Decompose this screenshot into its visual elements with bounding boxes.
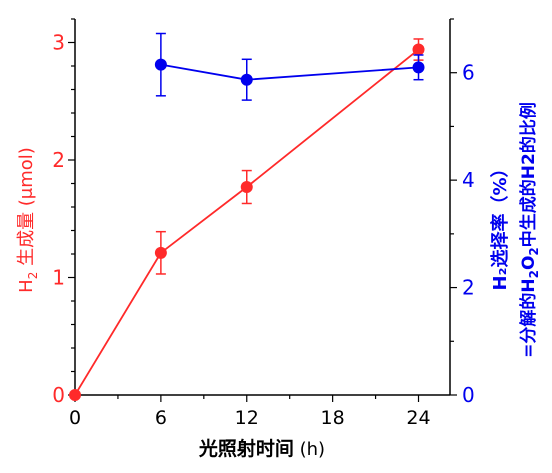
data-point bbox=[240, 181, 253, 194]
right-tick-label: 4 bbox=[462, 168, 475, 192]
series bbox=[69, 32, 425, 401]
axes bbox=[74, 19, 451, 396]
x-tick-label: 24 bbox=[406, 407, 430, 429]
left-tick-label: 2 bbox=[52, 148, 65, 172]
axis-labels: 光照射时间 (h) H2 生成量 (μmol) H₂选择率（%） =分解的H2O2中生… bbox=[16, 102, 541, 460]
left-tick-label: 1 bbox=[52, 266, 65, 290]
right-tick-label: 2 bbox=[462, 276, 475, 300]
x-tick-label: 6 bbox=[155, 407, 167, 429]
x-tick-label: 0 bbox=[69, 407, 81, 429]
data-point bbox=[412, 43, 425, 56]
right-axis-label-line2: =分解的H2O2中生成的H2的比例 bbox=[518, 102, 541, 358]
data-point bbox=[69, 389, 81, 401]
data-point bbox=[154, 246, 167, 259]
x-tick-label: 12 bbox=[235, 407, 259, 429]
right-tick-label: 6 bbox=[462, 61, 475, 85]
left-tick-label: 3 bbox=[52, 31, 65, 55]
series-1-line bbox=[160, 63, 419, 81]
right-tick-label: 0 bbox=[462, 383, 475, 407]
data-point bbox=[412, 61, 425, 74]
left-tick-label: 0 bbox=[52, 383, 65, 407]
left-axis-label: H2 生成量 (μmol) bbox=[16, 147, 40, 293]
right-axis-label-line1: H₂选择率（%） bbox=[489, 160, 511, 291]
data-point bbox=[240, 73, 253, 86]
x-axis-label: 光照射时间 (h) bbox=[198, 437, 325, 460]
data-point bbox=[154, 58, 167, 71]
x-tick-label: 18 bbox=[321, 407, 345, 429]
series-0-line bbox=[74, 48, 420, 396]
